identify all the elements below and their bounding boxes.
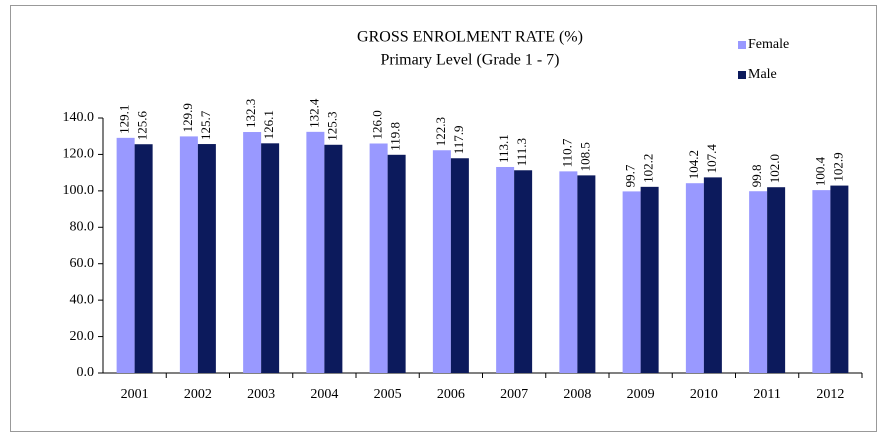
x-tick-label: 2011 [753, 387, 780, 402]
data-label: 126.0 [370, 110, 385, 139]
bar [703, 177, 722, 373]
y-tick-label: 120.0 [63, 147, 95, 162]
y-tick-label: 100.0 [63, 183, 95, 198]
x-tick-label: 2003 [247, 387, 275, 402]
y-tick-label: 40.0 [70, 292, 95, 307]
data-label: 117.9 [451, 125, 466, 154]
data-label: 126.1 [261, 110, 276, 139]
bar [685, 183, 704, 373]
x-tick-label: 2002 [184, 387, 212, 402]
bar [179, 136, 198, 373]
bar [496, 166, 515, 373]
legend-label: Male [748, 67, 777, 82]
bar [369, 143, 388, 373]
x-tick-label: 2006 [437, 387, 465, 402]
bar [812, 190, 831, 373]
y-tick-label: 140.0 [63, 110, 95, 125]
data-label: 99.7 [623, 164, 638, 187]
bar [767, 187, 786, 373]
data-label: 104.2 [686, 150, 701, 179]
bar [450, 158, 469, 373]
bar [514, 170, 533, 373]
bar [387, 154, 406, 373]
legend-swatch [738, 71, 746, 79]
data-label: 111.3 [514, 138, 529, 166]
chart-title: GROSS ENROLMENT RATE (%) [357, 29, 583, 46]
bar [261, 143, 280, 373]
y-tick-label: 60.0 [70, 256, 95, 271]
bar [324, 144, 343, 373]
bar [306, 131, 325, 373]
legend-label: Female [748, 37, 789, 52]
x-tick-label: 2007 [500, 387, 528, 402]
data-label: 102.2 [641, 154, 656, 183]
x-tick-label: 2008 [563, 387, 591, 402]
y-tick-label: 80.0 [70, 220, 95, 235]
bar [197, 144, 216, 373]
legend-swatch [738, 41, 746, 49]
data-label: 102.0 [767, 154, 782, 183]
bar [577, 175, 596, 373]
bar [134, 144, 153, 373]
data-label: 119.8 [388, 122, 403, 151]
data-label: 107.4 [704, 144, 719, 174]
y-tick-label: 0.0 [77, 365, 95, 380]
data-label: 99.8 [749, 164, 764, 187]
bar [116, 137, 135, 373]
bar [622, 191, 641, 373]
data-label: 125.7 [198, 110, 213, 140]
y-tick-label: 20.0 [70, 329, 95, 344]
x-tick-label: 2009 [627, 387, 655, 402]
bar [640, 186, 659, 373]
bar [432, 150, 451, 373]
x-tick-label: 2010 [690, 387, 718, 402]
x-tick-label: 2012 [816, 387, 844, 402]
data-label: 122.3 [433, 117, 448, 146]
data-label: 125.6 [135, 110, 150, 140]
data-label: 113.1 [496, 134, 511, 163]
data-label: 125.3 [324, 112, 339, 141]
data-label: 108.5 [577, 142, 592, 171]
data-label: 129.1 [117, 105, 132, 134]
chart-subtitle: Primary Level (Grade 1 - 7) [380, 52, 559, 69]
x-tick-label: 2001 [121, 387, 149, 402]
data-label: 132.3 [243, 99, 258, 128]
data-label: 129.9 [180, 103, 195, 132]
data-label: 132.4 [306, 98, 321, 128]
data-label: 110.7 [559, 138, 574, 167]
bar [559, 171, 578, 373]
bar [749, 191, 768, 373]
x-tick-label: 2005 [374, 387, 402, 402]
x-tick-label: 2004 [310, 387, 338, 402]
data-label: 102.9 [830, 152, 845, 181]
bar [243, 132, 262, 373]
data-label: 100.4 [812, 156, 827, 186]
bar [830, 185, 849, 373]
